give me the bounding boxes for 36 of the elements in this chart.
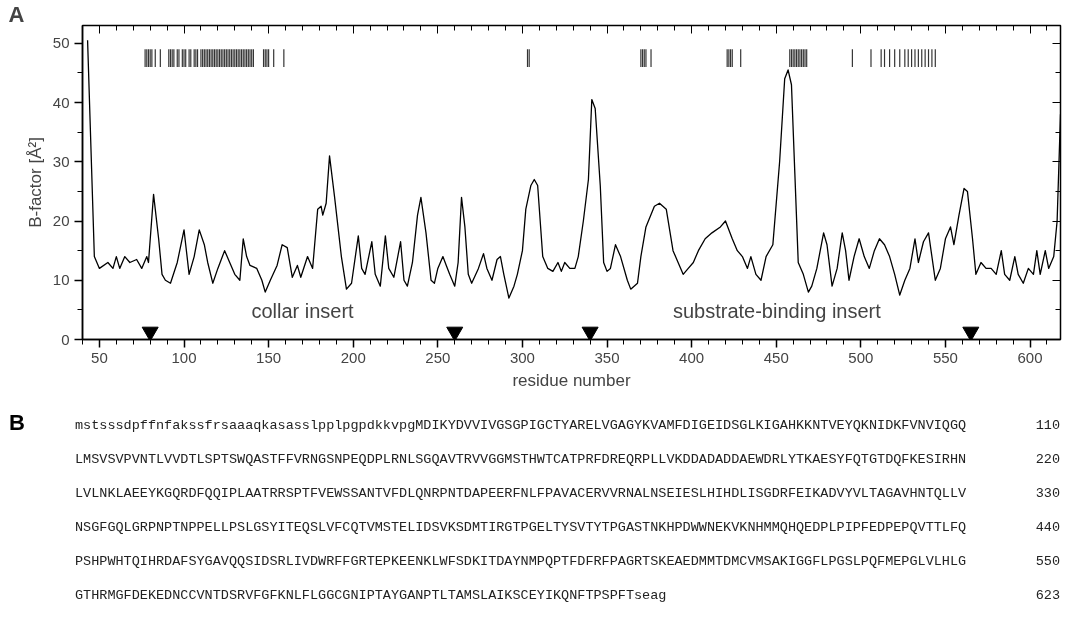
text: 550	[1035, 553, 1060, 572]
text: PSHPWHTQIHRDAFSYGAVQQSIDSRLIVDWRFFGRTEPKEENKLWFSDKITDAYNMPQPTFDFRFPAGRTSKEAEDMMTDMCVMSAKIGGFLPGSLPQFMEPGLVLHLG	[75, 553, 967, 572]
x-tick-label: 350	[594, 348, 620, 366]
x-tick-label: 400	[679, 348, 705, 366]
x-tick-label: 250	[425, 348, 451, 366]
x-tick-label: 150	[256, 348, 282, 366]
text: 220	[1035, 451, 1060, 470]
text: B	[9, 409, 25, 437]
x-tick-label: 550	[932, 348, 958, 366]
text: 330	[1035, 485, 1060, 504]
x-tick-label: 100	[171, 348, 197, 366]
y-tick-label: 50	[52, 34, 70, 52]
text: A	[8, 1, 25, 27]
text: 110	[1035, 417, 1060, 436]
text: LVLNKLAEEYKGQRDFQQIPLAATRRSPTFVEWSSANTVFDLQNRPNTDAPEERFNLFPAVACERVVRNALNSEIESLHIHDLISGDRFEIKADVYVLTAGAVHNTQLLV	[75, 485, 967, 504]
x-tick-label: 200	[340, 348, 366, 366]
text: 440	[1035, 519, 1060, 538]
text: NSGFGQLGRPNPTNPPELLPSLGSYITEQSLVFCQTVMSTELIDSVKSDMTIRGTPGELTYSVTYTPGASTNKHPDWWNEKVKNHMMQHQEDPLPIPFEDPEPQVTTLFQ	[75, 519, 967, 538]
annotation: collar insert	[251, 300, 355, 323]
y-tick-label: 10	[52, 271, 70, 289]
text: 623	[1035, 587, 1060, 606]
y-tick-label: 0	[61, 330, 70, 348]
text: GTHRMGFDEKEDNCCVNTDSRVFGFKNLFLGGCGNIPTAYGANPTLTAMSLAIKSCEYIKQNFTPSPFTseag	[75, 587, 667, 606]
x-tick-label: 50	[91, 348, 108, 366]
text: mstsssdpffnfakssfrsaaaqkasasslpplpgpdkkvpgMDIKYDVVIVGSGPIGCTYARELVGAGYKVAMFDIGEIDSGLKIGAHKKNTVEYQKNIDKFVNVIQGQ	[75, 417, 967, 436]
x-tick-label: 450	[763, 348, 789, 366]
annotation: substrate-binding insert	[672, 300, 882, 323]
y-axis-title: B-factor [Å²]	[25, 137, 45, 228]
x-axis-title: residue number	[512, 370, 631, 390]
x-tick-label: 500	[848, 348, 874, 366]
x-tick-label: 600	[1017, 348, 1043, 366]
y-tick-label: 20	[52, 212, 70, 230]
x-tick-label: 300	[509, 348, 535, 366]
y-tick-label: 30	[52, 152, 70, 170]
y-tick-label: 40	[52, 93, 70, 111]
text: LMSVSVPVNTLVVDTLSPTSWQASTFFVRNGSNPEQDPLRNLSGQAVTRVVGGMSTHWTCATPRFDREQRPLLVKDDADADDAEWDRLYTKAESYFQTGTDQFKESIRHN	[75, 451, 967, 470]
